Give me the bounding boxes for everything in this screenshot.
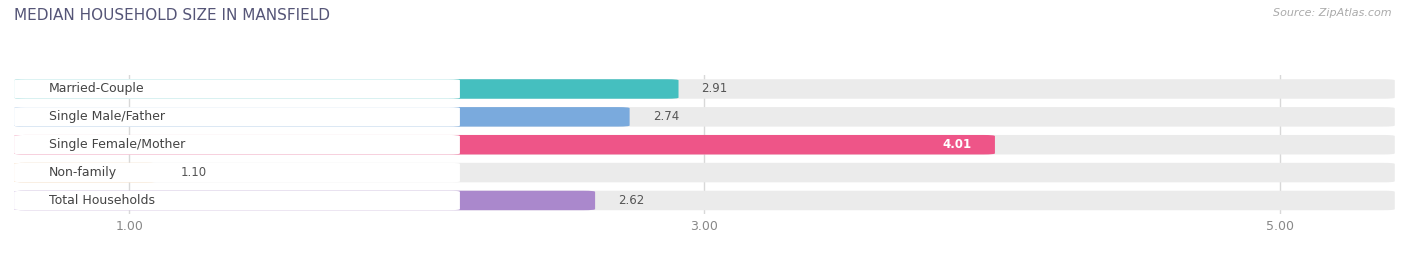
FancyBboxPatch shape xyxy=(14,107,1395,126)
FancyBboxPatch shape xyxy=(14,79,679,99)
FancyBboxPatch shape xyxy=(14,163,1395,182)
FancyBboxPatch shape xyxy=(14,163,157,182)
FancyBboxPatch shape xyxy=(14,163,460,182)
Text: 2.74: 2.74 xyxy=(652,110,679,123)
Text: Source: ZipAtlas.com: Source: ZipAtlas.com xyxy=(1274,8,1392,18)
Text: 2.91: 2.91 xyxy=(702,83,728,95)
Text: 2.62: 2.62 xyxy=(619,194,644,207)
Text: Single Male/Father: Single Male/Father xyxy=(49,110,165,123)
Text: Non-family: Non-family xyxy=(49,166,117,179)
FancyBboxPatch shape xyxy=(14,79,460,99)
Text: 4.01: 4.01 xyxy=(943,138,972,151)
FancyBboxPatch shape xyxy=(14,135,995,154)
Text: 1.10: 1.10 xyxy=(181,166,207,179)
FancyBboxPatch shape xyxy=(14,107,460,126)
Text: MEDIAN HOUSEHOLD SIZE IN MANSFIELD: MEDIAN HOUSEHOLD SIZE IN MANSFIELD xyxy=(14,8,330,23)
FancyBboxPatch shape xyxy=(14,191,1395,210)
FancyBboxPatch shape xyxy=(14,135,460,154)
Text: Single Female/Mother: Single Female/Mother xyxy=(49,138,184,151)
Text: Married-Couple: Married-Couple xyxy=(49,83,145,95)
Text: Total Households: Total Households xyxy=(49,194,155,207)
FancyBboxPatch shape xyxy=(14,135,1395,154)
FancyBboxPatch shape xyxy=(14,79,1395,99)
FancyBboxPatch shape xyxy=(14,191,460,210)
FancyBboxPatch shape xyxy=(14,107,630,126)
FancyBboxPatch shape xyxy=(14,191,595,210)
